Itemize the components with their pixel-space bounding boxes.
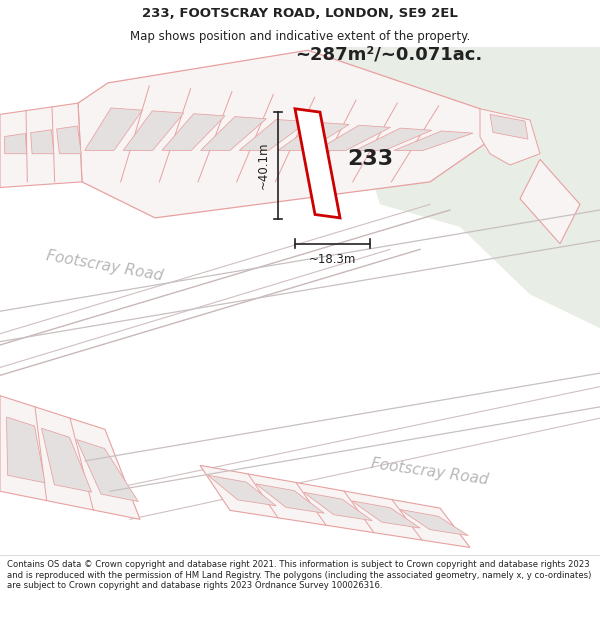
Polygon shape: [394, 131, 473, 151]
Polygon shape: [304, 492, 372, 521]
Polygon shape: [56, 126, 81, 154]
Polygon shape: [162, 114, 225, 151]
Polygon shape: [317, 125, 391, 151]
Polygon shape: [352, 501, 420, 528]
Polygon shape: [200, 117, 266, 151]
Polygon shape: [278, 122, 349, 151]
Text: ~40.1m: ~40.1m: [257, 142, 270, 189]
Polygon shape: [400, 509, 468, 536]
Polygon shape: [7, 417, 45, 482]
Polygon shape: [41, 428, 92, 493]
Polygon shape: [355, 128, 432, 151]
Polygon shape: [330, 47, 600, 328]
Polygon shape: [295, 109, 340, 218]
Polygon shape: [490, 114, 528, 139]
Text: Contains OS data © Crown copyright and database right 2021. This information is : Contains OS data © Crown copyright and d…: [7, 560, 592, 590]
Polygon shape: [208, 475, 276, 506]
Polygon shape: [256, 484, 324, 513]
Polygon shape: [5, 134, 26, 154]
Polygon shape: [77, 439, 139, 501]
Polygon shape: [0, 396, 140, 519]
Text: 233: 233: [347, 149, 393, 169]
Polygon shape: [239, 119, 308, 151]
Text: Footscray Road: Footscray Road: [370, 456, 490, 488]
Polygon shape: [200, 466, 470, 548]
Text: 233, FOOTSCRAY ROAD, LONDON, SE9 2EL: 233, FOOTSCRAY ROAD, LONDON, SE9 2EL: [142, 7, 458, 19]
Polygon shape: [520, 159, 580, 244]
Polygon shape: [0, 103, 82, 188]
Text: ~18.3m: ~18.3m: [309, 253, 356, 266]
Polygon shape: [480, 109, 540, 165]
Polygon shape: [85, 108, 142, 151]
Text: ~287m²/~0.071ac.: ~287m²/~0.071ac.: [295, 46, 482, 64]
Polygon shape: [78, 50, 495, 218]
Text: Map shows position and indicative extent of the property.: Map shows position and indicative extent…: [130, 30, 470, 43]
Polygon shape: [124, 111, 184, 151]
Polygon shape: [31, 130, 54, 154]
Text: Footscray Road: Footscray Road: [46, 249, 164, 284]
